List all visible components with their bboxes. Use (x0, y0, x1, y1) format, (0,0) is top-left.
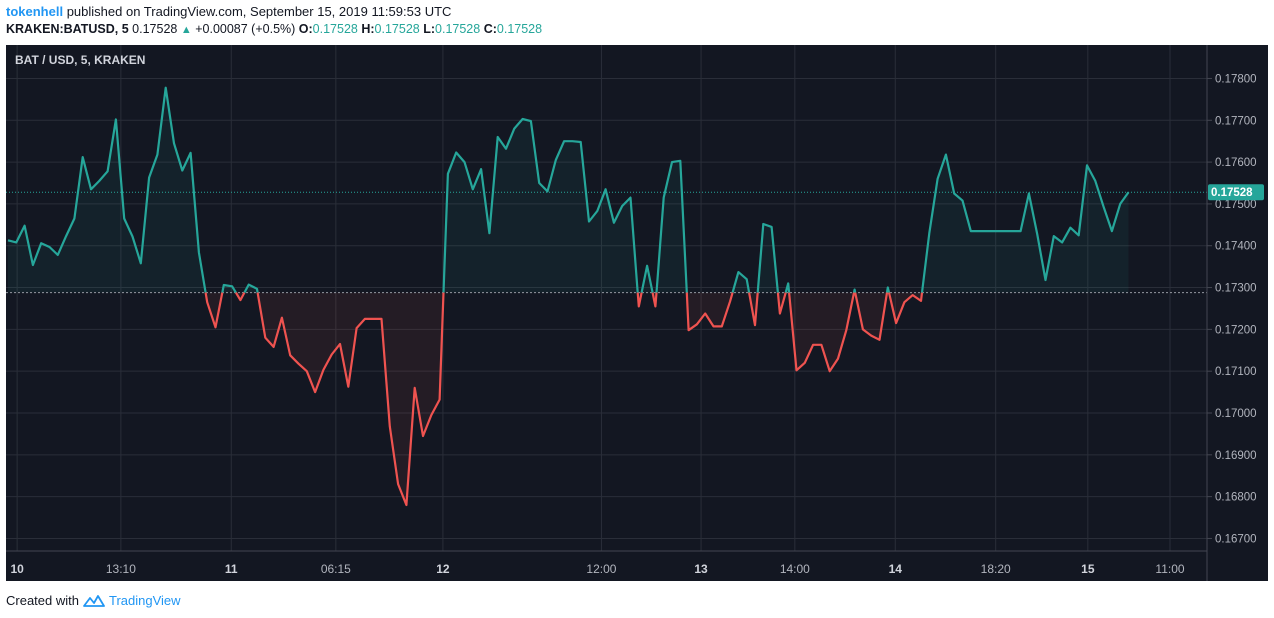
above-baseline-area (732, 272, 750, 293)
price-tick-label: 0.16800 (1215, 492, 1257, 504)
price-tick-label: 0.17200 (1215, 324, 1257, 336)
price-value: 0.17528 (132, 22, 178, 36)
above-baseline-line (7, 86, 207, 293)
high-value: 0.17528 (374, 22, 420, 36)
close-label: C: (483, 22, 497, 36)
time-tick-label: 13 (694, 562, 708, 576)
published-text: published on TradingView.com, September … (66, 4, 452, 19)
above-baseline-line (731, 271, 751, 293)
area-fills (8, 87, 1129, 505)
time-tick-label: 15 (1081, 562, 1095, 576)
below-baseline-area (789, 292, 854, 372)
above-baseline-area (922, 154, 1129, 293)
chart-background (6, 45, 1268, 581)
time-tick-label: 14:00 (780, 562, 810, 576)
symbol-label: KRAKEN:BATUSD, 5 (6, 22, 129, 36)
change-value: +0.00087 (+0.5%) (195, 22, 296, 36)
below-baseline-line (776, 292, 787, 315)
above-baseline-line (640, 264, 654, 293)
ohlc-line: KRAKEN:BATUSD, 5 0.17528 ▲ +0.00087 (+0.… (6, 22, 542, 36)
created-with-text: Created with (6, 593, 79, 608)
last-price-label: 0.17528 (1208, 184, 1264, 201)
below-baseline-line (204, 292, 224, 329)
above-baseline-line (221, 283, 237, 294)
price-tick-label: 0.17400 (1215, 241, 1257, 253)
time-tick-label: 14 (889, 562, 903, 576)
time-tick-label: 12:00 (586, 562, 616, 576)
below-baseline-area (257, 292, 444, 505)
above-baseline-line (852, 288, 857, 293)
above-baseline-line (784, 282, 791, 293)
high-label: H: (361, 22, 375, 36)
up-arrow-icon: ▲ (180, 24, 192, 36)
above-baseline-line (920, 153, 1130, 293)
last-price-text: 0.17528 (1211, 187, 1253, 199)
tradingview-logo-icon (83, 594, 105, 607)
time-axis[interactable]: 10 13:10 11 06:15 12 12:00 13 14:00 14 18:20 15 11:… (10, 562, 1184, 576)
below-baseline-line (887, 292, 924, 325)
price-chart[interactable]: 0.16700 0.16800 0.16900 0.17000 0.17100 0.172… (6, 45, 1268, 581)
below-baseline-line (234, 292, 246, 302)
above-baseline-line (243, 283, 259, 294)
above-baseline-area (222, 285, 236, 293)
price-series (7, 86, 1130, 507)
publisher-username[interactable]: tokenhell (6, 4, 64, 19)
below-baseline-line (256, 292, 445, 507)
low-value: 0.17528 (435, 22, 481, 36)
last-price-badge (1208, 184, 1264, 201)
below-baseline-area (889, 292, 922, 324)
above-baseline-line (756, 222, 779, 293)
time-tick-label: 12 (436, 562, 450, 576)
time-tick-label: 11:00 (1155, 562, 1184, 576)
time-tick-label: 18:20 (981, 562, 1011, 576)
time-tick-label: 06:15 (321, 562, 351, 576)
low-label: L: (423, 22, 436, 36)
above-baseline-area (443, 119, 638, 293)
above-baseline-area (8, 87, 206, 293)
footer: Created with TradingView (6, 593, 181, 608)
price-tick-label: 0.17100 (1215, 366, 1257, 378)
price-tick-label: 0.17700 (1215, 115, 1257, 127)
below-baseline-line (651, 292, 658, 308)
price-tick-label: 0.17000 (1215, 408, 1257, 420)
below-baseline-line (788, 292, 856, 373)
price-tick-label: 0.17800 (1215, 73, 1257, 85)
below-baseline-line (854, 292, 889, 341)
price-tick-label: 0.16900 (1215, 450, 1257, 462)
chart-title: BAT / USD, 5, KRAKEN (15, 53, 145, 67)
time-tick-label: 13:10 (106, 562, 136, 576)
above-baseline-line (655, 159, 688, 293)
below-baseline-line (748, 292, 759, 327)
grid (6, 45, 1207, 551)
price-tick-label: 0.17500 (1215, 199, 1257, 211)
above-baseline-area (656, 160, 687, 293)
time-tick-label: 10 (10, 562, 24, 576)
open-label: O: (298, 22, 313, 36)
tradingview-brand[interactable]: TradingView (108, 593, 181, 608)
price-tick-label: 0.17300 (1215, 283, 1257, 295)
open-value: 0.17528 (312, 22, 358, 36)
close-value: 0.17528 (496, 22, 543, 36)
above-baseline-line (442, 117, 639, 293)
price-tick-label: 0.17600 (1215, 157, 1257, 169)
below-baseline-area (205, 292, 223, 328)
price-axis[interactable]: 0.16700 0.16800 0.16900 0.17000 0.17100 0.172… (1207, 73, 1257, 545)
above-baseline-area (641, 265, 653, 293)
publisher-line: tokenhell published on TradingView.com, … (6, 4, 451, 19)
below-baseline-line (636, 292, 643, 308)
above-baseline-line (885, 286, 891, 293)
below-baseline-line (685, 292, 734, 332)
price-tick-label: 0.16700 (1215, 533, 1257, 545)
time-tick-label: 11 (225, 562, 238, 576)
